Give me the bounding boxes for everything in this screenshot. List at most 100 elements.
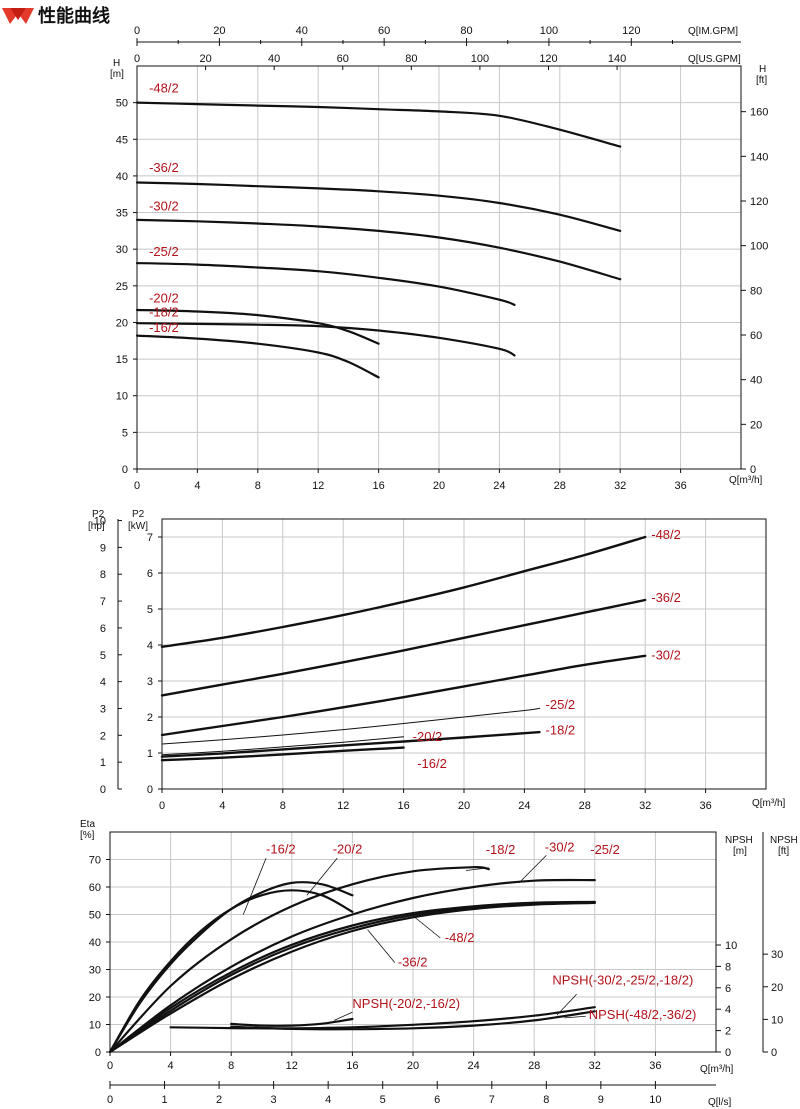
eff-curve-18-2 [108, 866, 490, 1054]
eff-curve-25-2 [108, 900, 596, 1054]
power-kw-tick-label: 5 [147, 604, 153, 616]
head-x-ticks: 0 4 8 12 16 20 24 28 32 36 [134, 469, 687, 490]
head-ft-tick-label: 60 [750, 330, 762, 342]
power-x-tick-label: 12 [337, 800, 349, 812]
eff-curve-npsh-30-2-25-2-18-2 [169, 1006, 596, 1030]
eff-curve-npsh-20-2-16-2 [230, 1017, 354, 1027]
eff-curve-36-2 [108, 901, 596, 1054]
header: 性能曲线 [0, 0, 300, 30]
npsh-m-tick-label: 10 [725, 940, 737, 952]
npsh-m-title: NPSH [725, 835, 753, 846]
power-kw-tick-label: 6 [147, 568, 153, 580]
head-curve-30-2 [135, 218, 622, 281]
ls-tick-label: 7 [489, 1094, 495, 1106]
power-x-tick-label: 36 [699, 800, 711, 812]
head-left-unit: H [m] [110, 58, 124, 80]
head-x-tick-label: 12 [312, 480, 324, 490]
im-gpm-tick-label: 60 [378, 25, 390, 37]
power-kw-ticks: 0 1 2 3 4 5 6 7 [147, 532, 162, 796]
eff-y-tick-label: 0 [95, 1047, 101, 1059]
ls-tick-label: 2 [216, 1094, 222, 1106]
eff-label-18-2: -18/2 [486, 842, 516, 857]
eff-label-25-2: -25/2 [590, 842, 620, 857]
eff-label-leader [412, 915, 441, 939]
head-x-tick-label: 36 [674, 480, 686, 490]
power-hp-title: P2 [92, 509, 105, 520]
us-gpm-tick-label: 20 [199, 53, 211, 65]
power-kw-tick-label: 4 [147, 640, 153, 652]
head-right-unit-ft: [ft] [756, 75, 767, 86]
eff-x-tick-label: 4 [168, 1060, 174, 1072]
head-ft-tick-label: 100 [750, 241, 768, 253]
power-label-20-2: -20/2 [413, 729, 443, 744]
head-curve-16-2 [135, 334, 380, 379]
power-label-48-2: -48/2 [651, 527, 681, 542]
head-x-tick-label: 0 [134, 480, 140, 490]
eff-x-tick-label: 20 [407, 1060, 419, 1072]
power-curve-16-2 [160, 746, 405, 762]
power-kw-title: P2 [132, 509, 145, 520]
power-hp-tick-label: 0 [100, 784, 106, 796]
power-x-ticks: 0 4 8 12 16 20 24 28 32 36 [159, 789, 712, 812]
ls-ticks: 0 1 2 3 4 5 6 7 8 9 10 [107, 1081, 662, 1106]
head-ft-tick-label: 160 [750, 107, 768, 119]
head-y-tick-label: 35 [116, 208, 128, 220]
npsh-m-tick-label: 0 [725, 1047, 731, 1059]
head-chart: 0 20 40 60 80 100 120 0 20 40 60 80 100 120 140 Q[IM.… [110, 25, 768, 490]
ls-tick-label: 10 [649, 1094, 661, 1106]
head-curve-36-2 [135, 181, 622, 232]
head-ft-tick-label: 0 [750, 464, 756, 476]
power-hp-tick-label: 6 [100, 623, 106, 635]
us-gpm-tick-label: 0 [134, 53, 140, 65]
eff-x-tick-label: 32 [589, 1060, 601, 1072]
power-hp-tick-label: 10 [94, 516, 106, 528]
npsh-ft-ticks: 0 10 20 30 [763, 949, 783, 1059]
eff-x-tick-label: 24 [467, 1060, 479, 1072]
im-gpm-tick-label: 40 [296, 25, 308, 37]
efficiency-curves [108, 855, 596, 1054]
eff-label-16-2: -16/2 [266, 841, 296, 856]
eff-y-tick-label: 50 [89, 910, 101, 922]
eff-y-tick-label: 30 [89, 965, 101, 977]
eff-x-tick-label: 36 [649, 1060, 661, 1072]
npsh-m-tick-label: 6 [725, 983, 731, 995]
us-gpm-tick-label: 60 [337, 53, 349, 65]
power-label-30-2: -30/2 [651, 647, 681, 662]
power-curve-30-2 [160, 654, 647, 737]
head-y-unit-m: [m] [110, 69, 124, 80]
npsh-m-tick-label: 4 [725, 1004, 731, 1016]
eff-label-npsh-20-2-16-2: NPSH(-20/2,-16/2) [352, 996, 460, 1011]
head-ft-tick-label: 80 [750, 285, 762, 297]
efficiency-x-ticks: 0 4 8 12 16 20 24 28 32 36 [107, 1052, 662, 1072]
power-curve-18-2 [160, 730, 541, 758]
power-label-16-2: -16/2 [417, 756, 447, 771]
ls-tick-label: 0 [107, 1094, 113, 1106]
head-curves [135, 101, 622, 379]
head-ft-tick-label: 120 [750, 196, 768, 208]
head-y-tick-label: 10 [116, 391, 128, 403]
npsh-ft-tick-label: 10 [771, 1014, 783, 1026]
power-kw-tick-label: 2 [147, 712, 153, 724]
head-y-tick-label: 15 [116, 354, 128, 366]
us-gpm-tick-label: 80 [405, 53, 417, 65]
npsh-ft-tick-label: 30 [771, 949, 783, 961]
power-curve-36-2 [160, 598, 647, 697]
power-hp-tick-label: 1 [100, 757, 106, 769]
head-y-tick-label: 25 [116, 281, 128, 293]
power-kw-tick-label: 3 [147, 676, 153, 688]
im-gpm-tick-label: 0 [134, 25, 140, 37]
ls-tick-label: 5 [380, 1094, 386, 1106]
power-x-tick-label: 28 [579, 800, 591, 812]
head-x-tick-label: 32 [614, 480, 626, 490]
eff-y-unit-text: [%] [80, 830, 95, 841]
power-kw-tick-label: 1 [147, 748, 153, 760]
head-ft-ticks: 0 20 40 60 80 100 120 140 160 [741, 107, 768, 476]
head-ft-tick-label: 40 [750, 375, 762, 387]
eff-label-leader [465, 867, 489, 871]
head-x-tick-label: 4 [194, 480, 200, 490]
ls-tick-label: 8 [543, 1094, 549, 1106]
power-hp-unit-text: [hp] [88, 521, 105, 532]
npsh-m-tick-label: 8 [725, 961, 731, 973]
head-y-tick-label: 0 [122, 464, 128, 476]
